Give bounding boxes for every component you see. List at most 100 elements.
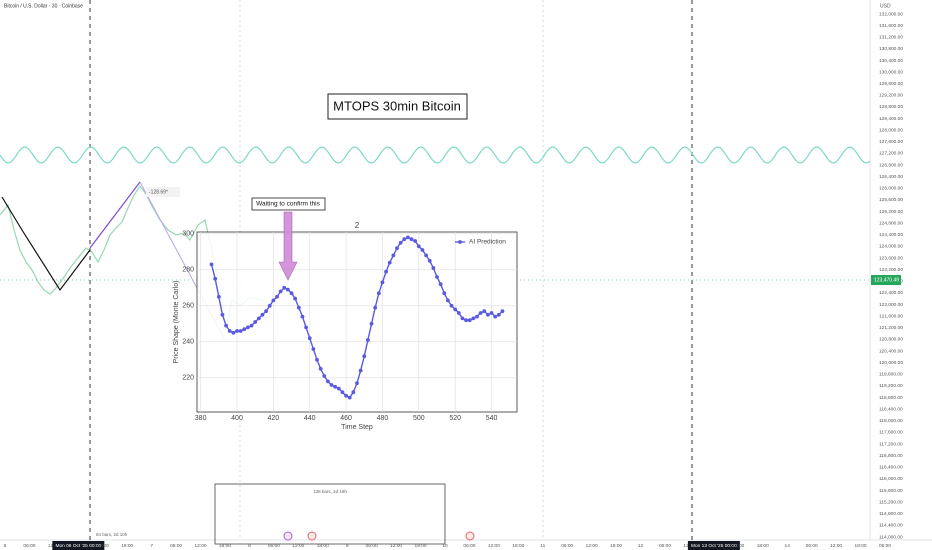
data-point	[351, 390, 356, 395]
data-point	[435, 275, 439, 279]
callout-arrow	[278, 211, 298, 281]
price-label: 117,200.00	[879, 441, 903, 447]
data-point	[329, 383, 334, 387]
y-tick-label: 260	[182, 303, 194, 310]
x-tick-label: 540	[486, 415, 498, 422]
data-point	[442, 291, 447, 296]
symbol-title: Bitcoin / U.S. Dollar · 30 · Coinbase	[4, 3, 83, 9]
event-icon[interactable]	[465, 531, 475, 541]
price-label: 121,600.00	[879, 313, 903, 319]
data-point	[256, 316, 261, 321]
event-icon[interactable]	[283, 531, 293, 541]
data-point	[456, 311, 461, 315]
x-tick-label: 420	[268, 415, 280, 422]
price-label: 126,400.00	[879, 174, 903, 180]
time-label-box	[52, 541, 105, 550]
price-label: 115,200.00	[879, 499, 903, 505]
data-point	[496, 312, 501, 317]
event-icon[interactable]	[307, 531, 317, 541]
peak-label: -128.69*	[149, 189, 168, 195]
price-label: 114,000.00	[879, 534, 903, 540]
data-point	[227, 329, 232, 333]
data-point	[384, 269, 388, 274]
data-point	[380, 280, 385, 285]
data-point	[318, 366, 323, 371]
price-label: 130,000.00	[879, 69, 903, 75]
data-point	[376, 291, 381, 296]
time-label: 10	[442, 543, 448, 549]
data-point	[260, 312, 265, 317]
data-point	[362, 354, 367, 359]
y-tick-label: 220	[182, 375, 194, 382]
data-point	[471, 316, 476, 321]
data-point	[489, 311, 494, 315]
range-label: 84 bars, 2d 10h	[96, 532, 128, 537]
price-label: 122,000.00	[879, 302, 903, 308]
data-point	[438, 282, 443, 287]
data-point	[271, 298, 276, 303]
time-label: 12:00	[292, 543, 304, 549]
time-label: 12:00	[390, 543, 402, 549]
time-label: 9	[346, 543, 349, 549]
data-point	[464, 318, 468, 323]
price-label: 119,600.00	[879, 372, 903, 378]
data-point	[300, 314, 305, 319]
price-label: 132,000.00	[879, 11, 903, 17]
x-tick-label: 500	[413, 415, 425, 422]
data-point	[275, 294, 279, 299]
price-label: 125,200.00	[879, 209, 903, 215]
price-label: 129,200.00	[879, 93, 903, 99]
price-label: 118,400.00	[879, 406, 903, 412]
data-point	[500, 309, 505, 314]
data-point	[315, 357, 319, 362]
data-point	[235, 329, 239, 333]
time-label: 18:00	[757, 543, 769, 549]
price-label: 116,800.00	[879, 453, 903, 459]
x-axis-label: Time Step	[341, 424, 373, 431]
data-point	[446, 298, 450, 303]
time-label: 8	[248, 543, 251, 549]
price-label: 120,000.00	[879, 360, 903, 366]
x-tick-label: 480	[377, 415, 389, 422]
price-label: 124,800.00	[879, 220, 903, 226]
data-point	[246, 325, 250, 330]
currency: USD	[880, 3, 891, 9]
price-label: 124,000.00	[879, 244, 903, 250]
x-tick-label: 400	[231, 415, 243, 422]
x-tick-label: 380	[195, 415, 207, 422]
callout: Waiting to confirm this	[256, 201, 320, 208]
time-label: 12:00	[97, 543, 109, 549]
data-point	[449, 303, 454, 308]
price-label: 114,400.00	[879, 523, 903, 529]
price-label: 128,000.00	[879, 127, 903, 133]
zigzag-line	[89, 181, 141, 249]
data-point	[431, 266, 436, 270]
banner: MTOPS 30min Bitcoin	[333, 98, 461, 113]
inset-chart: 220 240 260 280 300 380 400 420 440 460 480 500 520 5…	[173, 221, 518, 431]
time-label: 11	[540, 543, 545, 549]
data-point	[402, 237, 407, 242]
range-box	[214, 483, 446, 545]
data-point	[475, 314, 479, 319]
data-point	[336, 386, 341, 391]
price-label: 127,200.00	[879, 151, 903, 157]
time-label: 06:00	[170, 543, 182, 549]
banner-box	[327, 93, 468, 120]
data-point	[373, 305, 378, 310]
time-label: 06:00	[806, 543, 818, 549]
price-label: 118,000.00	[879, 418, 903, 424]
data-point	[355, 381, 359, 386]
data-point	[366, 338, 370, 342]
time-label: Mon 06 Oct '25 00:00	[55, 543, 101, 549]
y-tick-label: 300	[182, 231, 194, 238]
time-label: 18:00	[121, 543, 133, 549]
price-label: 115,600.00	[879, 488, 903, 494]
legend-marker	[458, 240, 462, 244]
data-point	[282, 285, 287, 290]
data-point	[278, 289, 283, 294]
time-label: 7	[150, 543, 153, 549]
price-label: 123,200.00	[879, 267, 903, 273]
data-point	[398, 240, 403, 245]
data-point	[409, 237, 414, 242]
